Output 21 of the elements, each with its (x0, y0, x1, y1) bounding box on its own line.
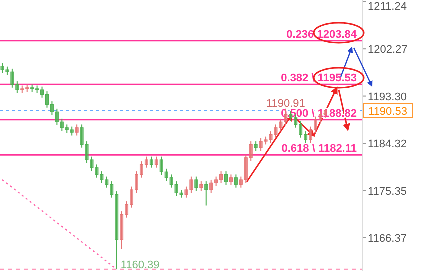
candlestick (224, 171, 228, 186)
ref-line-label: 1160.39 (120, 259, 160, 271)
candlestick (200, 181, 204, 192)
ref-line-label: 0.618 \ 1182.11 (282, 143, 357, 156)
candlestick (254, 141, 258, 152)
ref-line-label: 0.236 1203.84 (286, 28, 358, 41)
y-tick-label: 1184.32 (368, 138, 407, 151)
y-tick-label: 1166.37 (368, 233, 407, 246)
y-tick-label: 1175.35 (368, 186, 407, 198)
candlestick (150, 156, 154, 168)
y-tick-label: 1211.24 (368, 1, 407, 13)
candlestick (234, 174, 238, 188)
ref-line-label: 1190.53 (368, 106, 408, 118)
annotation: 1190.91 (266, 98, 306, 110)
candlestick (194, 176, 198, 192)
candlestick (229, 174, 233, 186)
candlestick (75, 124, 79, 136)
candlestick (154, 156, 158, 168)
y-tick-label: 1202.27 (368, 44, 408, 56)
y-tick-label: 1193.30 (368, 91, 407, 104)
candlestick (204, 181, 208, 206)
